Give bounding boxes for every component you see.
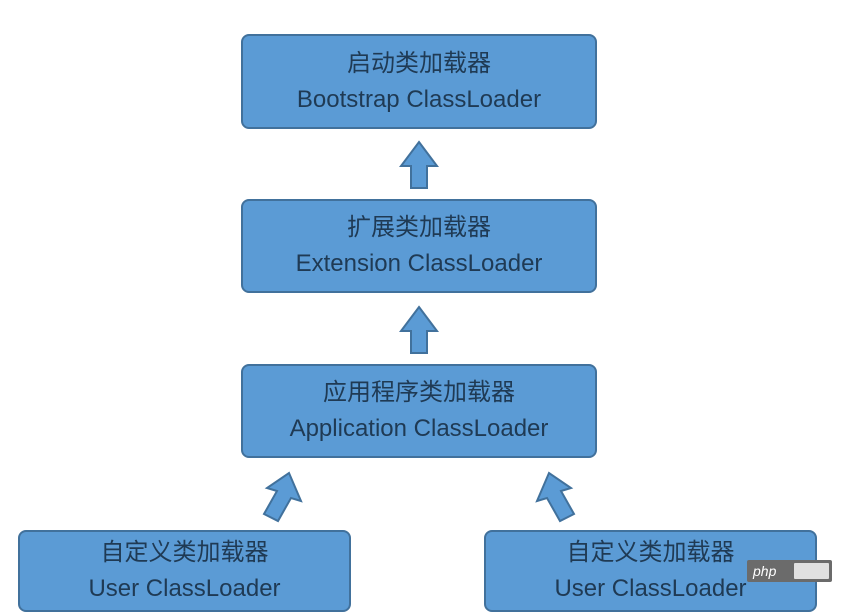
node-user1: 自定义类加载器 User ClassLoader xyxy=(18,530,351,612)
arrow-application-to-extension xyxy=(399,305,439,355)
node-user1-title-en: User ClassLoader xyxy=(88,571,280,607)
node-application-title-cn: 应用程序类加载器 xyxy=(323,375,515,411)
node-extension-title-cn: 扩展类加载器 xyxy=(347,210,491,246)
arrow-user1-to-application xyxy=(253,471,303,526)
node-user2-title-en: User ClassLoader xyxy=(554,571,746,607)
watermark-badge: php xyxy=(747,560,832,582)
node-application-title-en: Application ClassLoader xyxy=(290,411,549,447)
node-user1-title-cn: 自定义类加载器 xyxy=(101,535,269,571)
watermark-text: php xyxy=(753,563,776,579)
node-extension-title-en: Extension ClassLoader xyxy=(296,246,543,282)
arrow-extension-to-bootstrap xyxy=(399,140,439,190)
node-bootstrap-title-cn: 启动类加载器 xyxy=(347,46,491,82)
node-user2-title-cn: 自定义类加载器 xyxy=(567,535,735,571)
node-bootstrap-title-en: Bootstrap ClassLoader xyxy=(297,82,541,118)
node-extension: 扩展类加载器 Extension ClassLoader xyxy=(241,199,597,293)
node-bootstrap: 启动类加载器 Bootstrap ClassLoader xyxy=(241,34,597,129)
node-application: 应用程序类加载器 Application ClassLoader xyxy=(241,364,597,458)
arrow-user2-to-application xyxy=(535,471,585,526)
